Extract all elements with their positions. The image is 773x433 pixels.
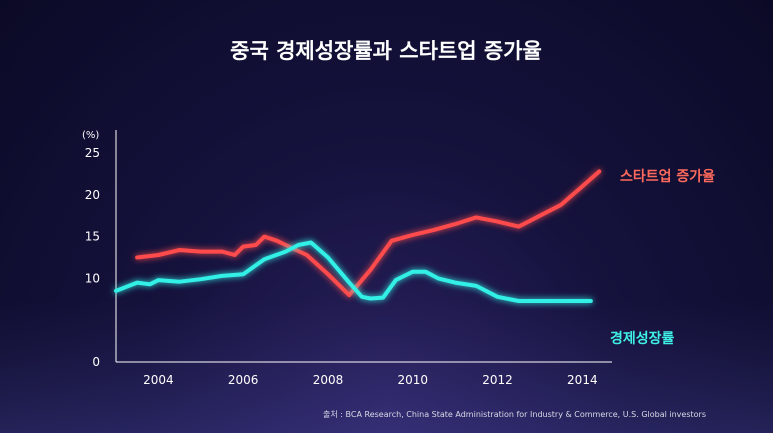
chart-title: 중국 경제성장률과 스타트업 증가율 [230,39,542,63]
x-axis-ticks: 2004 2006 2008 2010 2012 2014 [143,373,597,387]
y-axis-ticks: 0 10 15 20 25 [85,146,100,369]
series-line-gdp [114,240,593,303]
y-tick-label: 25 [85,146,100,160]
y-tick-label: 0 [92,355,100,369]
x-tick-label: 2014 [567,373,598,387]
series-line-startup [135,169,602,298]
x-tick-label: 2012 [482,373,513,387]
series-layer [114,169,602,303]
source-note: 출처 : BCA Research, China State Administr… [323,409,706,419]
y-tick-label: 10 [85,271,100,285]
x-tick-label: 2006 [228,373,259,387]
x-tick-label: 2008 [313,373,344,387]
x-tick-label: 2004 [143,373,174,387]
y-tick-label: 15 [85,230,100,244]
y-tick-label: 20 [85,188,100,202]
y-unit-label: (%) [82,130,99,141]
series-label-gdp: 경제성장률 [610,330,675,347]
series-label-startup: 스타트업 증가율 [620,168,715,185]
x-tick-label: 2010 [397,373,428,387]
ground-glow [0,300,773,433]
